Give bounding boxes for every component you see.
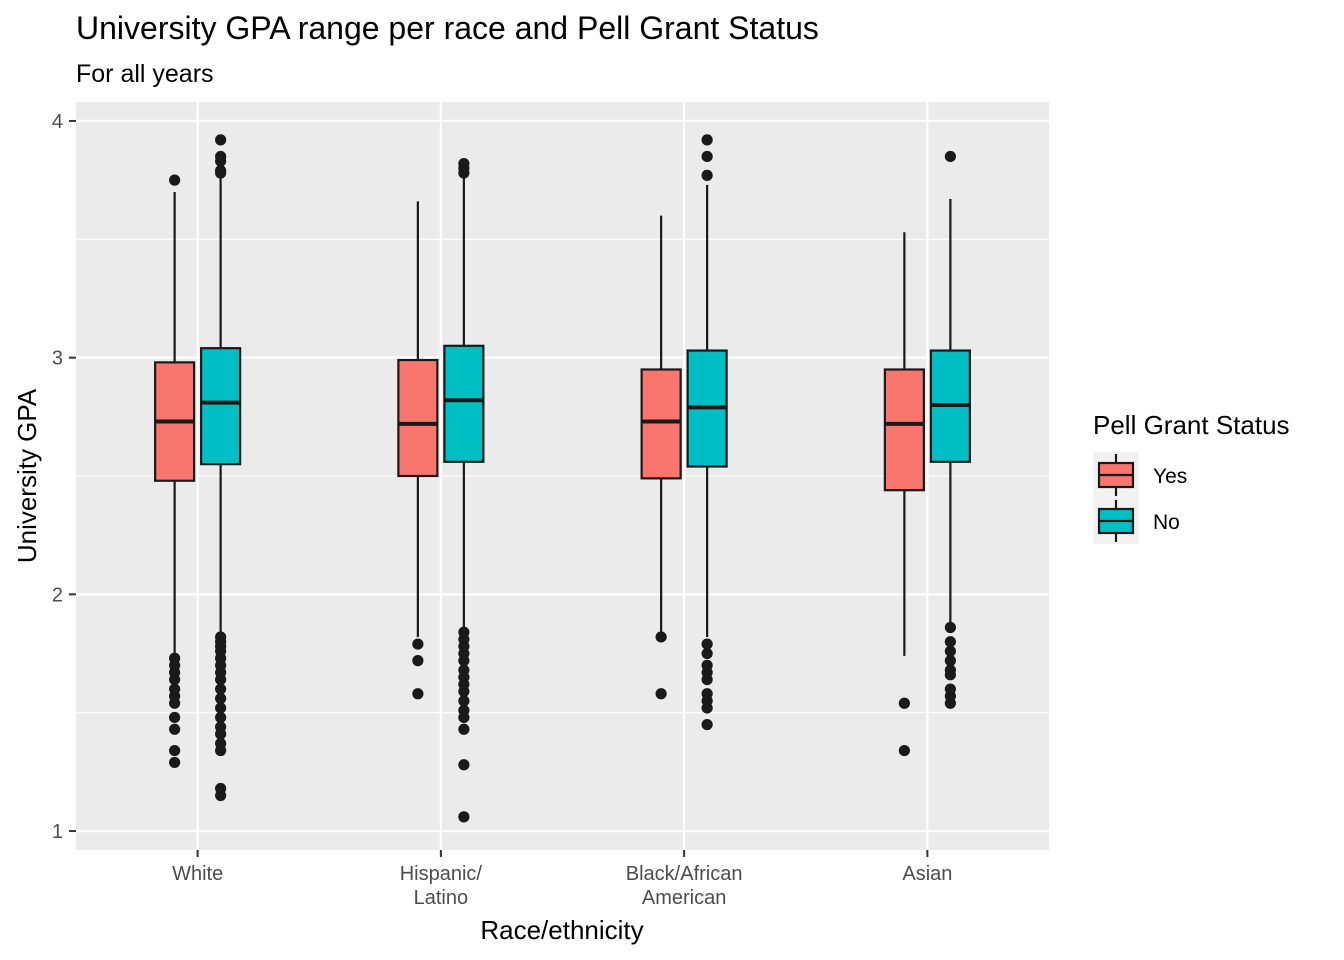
chart-subtitle: For all years	[76, 60, 214, 88]
outlier-point	[458, 695, 470, 707]
box-iqr	[883, 368, 925, 492]
outlier-point	[215, 789, 227, 802]
gridlines	[76, 102, 1049, 850]
outlier-point	[412, 688, 424, 700]
outlier-point	[655, 631, 667, 643]
outlier-point	[701, 169, 713, 181]
outlier-point	[655, 688, 667, 700]
outlier-point	[944, 645, 956, 657]
outlier-point	[169, 697, 181, 709]
axes: 1 2 3 4 White Hispanic/Latino Black/African Ame…	[52, 111, 953, 909]
outlier-point	[458, 655, 470, 667]
outlier-point	[458, 811, 470, 823]
outlier-point	[458, 685, 470, 698]
outlier-point	[944, 621, 956, 634]
outlier-point	[412, 638, 424, 650]
outlier-point	[458, 723, 470, 735]
outlier-point	[169, 174, 181, 186]
legend-key-no: No	[1093, 498, 1180, 544]
outlier-point	[169, 744, 181, 757]
outlier-point	[701, 673, 713, 686]
box-no-2	[686, 184, 728, 637]
outlier-point	[215, 728, 227, 740]
outlier-point	[701, 718, 713, 731]
outlier-point	[898, 697, 910, 709]
outlier-point	[215, 167, 227, 179]
box-no-3	[929, 199, 971, 623]
y-tick-label: 4	[52, 111, 63, 133]
outlier-point	[169, 673, 181, 686]
x-tick-label: Black/African American	[626, 863, 743, 909]
box-iqr	[200, 347, 242, 466]
outlier-point	[701, 702, 713, 714]
box-iqr	[640, 368, 682, 480]
box-yes-2	[640, 215, 682, 633]
box-no-0	[200, 175, 242, 635]
outlier-point	[458, 759, 470, 771]
outlier-point	[898, 744, 910, 757]
x-tick-label: Asian	[902, 863, 952, 885]
outlier-point	[701, 150, 713, 163]
outliers	[169, 134, 956, 823]
box-iqr	[443, 344, 485, 463]
outlier-point	[215, 692, 227, 705]
legend-title: Pell Grant Status	[1093, 410, 1290, 440]
outlier-point	[215, 744, 227, 757]
legend-key-yes: Yes	[1093, 452, 1187, 498]
outlier-point	[944, 655, 956, 667]
x-tick-label: White	[172, 863, 223, 885]
outlier-point	[944, 669, 956, 681]
legend: Pell Grant Status Yes No	[1093, 410, 1290, 544]
outlier-point	[701, 134, 713, 146]
box-yes-3	[883, 232, 925, 656]
outlier-point	[944, 697, 956, 709]
boxes	[154, 175, 971, 656]
outlier-point	[701, 647, 713, 660]
y-axis-title: University GPA	[12, 388, 42, 563]
x-axis-title: Race/ethnicity	[480, 915, 643, 945]
chart-title: University GPA range per race and Pell G…	[76, 10, 819, 46]
outlier-point	[412, 655, 424, 667]
legend-label: No	[1153, 511, 1180, 534]
outlier-point	[215, 155, 227, 167]
outlier-point	[215, 702, 227, 714]
outlier-point	[215, 711, 227, 724]
outlier-point	[215, 673, 227, 686]
y-tick-label: 3	[52, 348, 63, 370]
outlier-point	[458, 167, 470, 179]
box-iqr	[397, 358, 439, 478]
y-tick-label: 1	[52, 821, 63, 843]
outlier-point	[701, 638, 713, 650]
box-no-1	[443, 177, 485, 630]
box-yes-0	[154, 191, 196, 656]
x-tick-label: Hispanic/Latino	[400, 863, 483, 909]
outlier-point	[458, 711, 470, 724]
outlier-point	[215, 134, 227, 146]
box-yes-1	[397, 201, 439, 637]
outlier-point	[944, 150, 956, 163]
outlier-point	[169, 711, 181, 724]
legend-label: Yes	[1153, 465, 1187, 488]
outlier-point	[169, 723, 181, 735]
outlier-point	[215, 683, 227, 695]
outlier-point	[944, 636, 956, 648]
outlier-point	[169, 756, 181, 769]
y-tick-label: 2	[52, 584, 63, 606]
